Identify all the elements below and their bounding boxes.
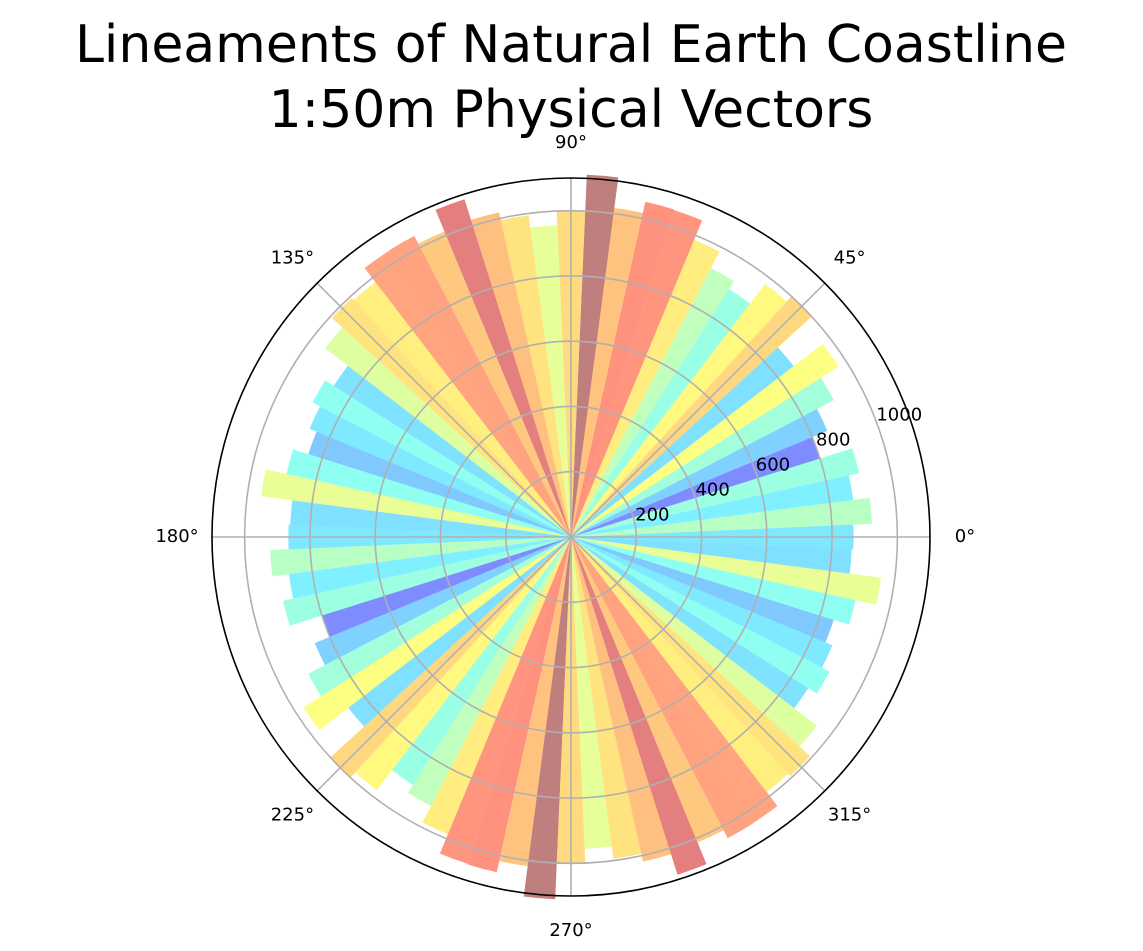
theta-tick-label-180: 180° <box>155 526 198 547</box>
bar-35-b <box>303 537 571 731</box>
bar-25-a <box>571 408 828 537</box>
bar-50-b <box>355 537 571 791</box>
bar-80-a <box>571 207 643 537</box>
bar-25-b <box>314 537 571 666</box>
bar-55-a <box>571 289 751 537</box>
bar-100-b <box>571 537 642 859</box>
grid-spoke-135 <box>316 282 572 538</box>
radial-tick-label-600: 600 <box>756 454 790 475</box>
bar-60-b <box>408 537 571 806</box>
theta-tick-label-225: 225° <box>271 805 314 826</box>
ticks-group: 0° 45° 90° 135° 180° 225° 270° 315° 200 400 600 800… <box>155 132 975 941</box>
radial-tick-label-800: 800 <box>816 429 850 450</box>
radial-tick-label-400: 400 <box>695 479 729 500</box>
bar-40-a <box>571 347 794 537</box>
bar-110-a <box>435 199 571 537</box>
bar-150-a <box>312 380 571 537</box>
bar-50-a <box>571 283 787 537</box>
bar-165-a <box>286 449 571 537</box>
polar-spine <box>211 177 931 897</box>
bar-65-b <box>422 537 571 835</box>
bar-105-a <box>471 212 571 537</box>
bar-30-a <box>571 377 834 537</box>
bar-5-a <box>571 497 872 537</box>
bar-145-b <box>571 537 809 709</box>
bar-60-a <box>571 268 734 537</box>
theta-tick-label-135: 135° <box>271 247 314 268</box>
bar-160-b <box>571 537 834 643</box>
bar-115-b <box>571 537 724 843</box>
bar-175-a <box>290 500 571 537</box>
radial-tick-label-1000: 1000 <box>876 404 922 425</box>
bar-95-a <box>530 225 571 538</box>
grid-spoke-315 <box>570 536 826 792</box>
bar-150-b <box>571 537 830 694</box>
bar-105-b <box>571 537 671 862</box>
bars-group <box>261 174 881 900</box>
bar-55-b <box>391 537 571 785</box>
bar-140-a <box>325 327 571 537</box>
bar-95-b <box>571 537 612 849</box>
bar-125-b <box>571 537 778 823</box>
theta-tick-label-315: 315° <box>828 805 871 826</box>
bar-15-b <box>282 537 571 626</box>
bar-20-a <box>571 437 821 537</box>
bar-85-b <box>523 537 571 900</box>
bar-40-b <box>348 537 571 727</box>
bar-120-b <box>571 537 754 839</box>
bar-155-a <box>309 406 571 537</box>
bar-10-b <box>288 537 571 599</box>
bar-75-a <box>571 201 675 538</box>
bar-15-a <box>571 448 860 537</box>
bar-10-a <box>571 475 854 537</box>
bar-5-b <box>270 537 571 577</box>
grid-group <box>211 177 931 897</box>
grid-spoke-45 <box>570 282 826 538</box>
theta-tick-label-90: 90° <box>555 132 587 153</box>
bar-35-a <box>571 343 839 537</box>
bar-155-b <box>571 537 833 668</box>
radial-tick-label-200: 200 <box>635 504 669 525</box>
chart-title-line-2: 1:50m Physical Vectors <box>269 80 874 140</box>
bar-30-b <box>308 537 571 697</box>
bar-130-a <box>353 281 571 537</box>
bar-100-a <box>500 215 571 537</box>
theta-tick-label-45: 45° <box>834 247 866 268</box>
bar-80-b <box>499 537 571 867</box>
bar-170-b <box>571 537 881 605</box>
chart-title-line-1: Lineaments of Natural Earth Coastline <box>75 15 1067 75</box>
theta-tick-label-270: 270° <box>549 920 592 941</box>
bar-165-b <box>571 537 856 625</box>
bar-115-a <box>418 231 571 537</box>
bar-75-b <box>467 537 571 873</box>
bar-125-a <box>364 251 571 537</box>
bar-110-b <box>571 537 707 875</box>
bar-120-a <box>388 235 571 537</box>
bar-20-b <box>321 537 571 637</box>
bar-145-a <box>333 365 571 537</box>
bar-160-a <box>308 431 571 537</box>
bar-170-a <box>261 469 571 537</box>
bar-70-b <box>439 537 571 864</box>
theta-tick-label-0: 0° <box>955 526 975 547</box>
bar-70-a <box>571 210 703 537</box>
bar-130-b <box>571 537 789 793</box>
bar-85-a <box>571 174 619 537</box>
bar-140-b <box>571 537 817 747</box>
bar-65-a <box>571 239 720 537</box>
bar-175-b <box>571 537 852 574</box>
grid-spoke-225 <box>316 536 572 792</box>
